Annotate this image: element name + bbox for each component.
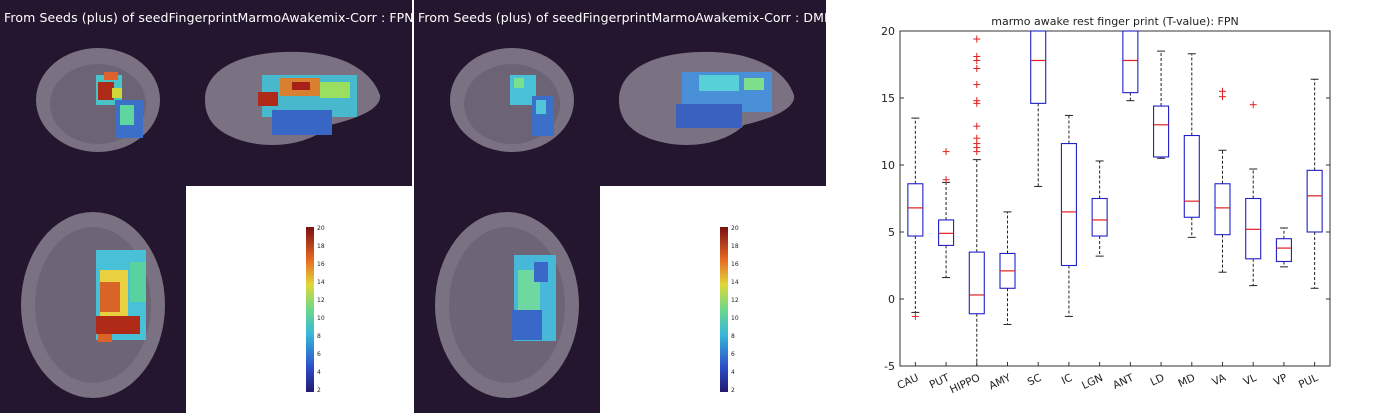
x-tick-label: AMY — [987, 372, 1013, 393]
colorbar-fpn: 20 18 16 14 12 10 8 6 4 2 — [306, 225, 325, 394]
x-tick-label: PUT — [928, 372, 952, 392]
colorbar-tick: 8 — [317, 333, 321, 340]
activation-cluster-coronal — [96, 72, 143, 138]
colorbar-tick: 16 — [731, 261, 739, 268]
brain-slices-dmn — [435, 48, 795, 398]
colorbar-tick: 4 — [731, 369, 735, 376]
box — [1245, 197, 1262, 260]
colorbar-tick: 20 — [317, 225, 325, 232]
panel-title-dmn: From Seeds (plus) of seedFingerprintMarm… — [418, 10, 834, 25]
box — [938, 219, 955, 246]
colorbar-tick: 18 — [317, 243, 325, 250]
colorbar-tick: 6 — [317, 351, 321, 358]
x-tick-label: IC — [1060, 372, 1075, 387]
colorbar-gradient — [720, 227, 728, 392]
x-tick-label: PUL — [1297, 372, 1320, 391]
colorbar-tick: 12 — [731, 297, 739, 304]
activation-cluster-axial — [96, 250, 146, 342]
brain-map-panel-dmn: From Seeds (plus) of seedFingerprintMarm… — [414, 0, 833, 413]
box — [1030, 30, 1047, 104]
y-tick-label: 5 — [888, 226, 895, 239]
x-tick-label: HIPPO — [948, 372, 982, 396]
colorbar-tick: 16 — [317, 261, 325, 268]
colorbar-tick: 18 — [731, 243, 739, 250]
box — [1214, 183, 1231, 236]
y-tick-label: 15 — [881, 92, 895, 105]
x-tick-label: VL — [1242, 372, 1259, 388]
x-tick-label: VP — [1272, 372, 1289, 389]
box — [1275, 238, 1292, 263]
colorbar-ticks: 20 18 16 14 12 10 8 6 4 2 — [317, 225, 325, 394]
activation-cluster-sagittal — [676, 72, 772, 128]
plot-frame — [899, 30, 1331, 367]
x-tick-label: LGN — [1080, 372, 1105, 392]
colorbar-tick: 14 — [317, 279, 325, 286]
box — [907, 183, 924, 237]
x-tick-label: SC — [1026, 372, 1044, 389]
box — [1060, 143, 1077, 267]
activation-cluster-coronal — [510, 75, 554, 136]
colorbar-dmn: 20 18 16 14 12 10 8 6 4 2 — [720, 225, 739, 394]
x-tick-label: CAU — [895, 372, 920, 392]
colorbar-tick: 8 — [731, 333, 735, 340]
y-tick-label: -5 — [884, 360, 895, 373]
colorbar-tick: 2 — [731, 387, 735, 394]
colorbar-ticks: 20 18 16 14 12 10 8 6 4 2 — [731, 225, 739, 394]
x-tick-label: ANT — [1111, 372, 1136, 392]
colorbar-tick: 6 — [731, 351, 735, 358]
box — [1183, 134, 1200, 218]
activation-cluster-axial — [512, 255, 556, 341]
box — [1153, 105, 1170, 158]
box — [1122, 30, 1139, 94]
panel-title-fpn: From Seeds (plus) of seedFingerprintMarm… — [4, 10, 414, 25]
y-tick-label: 0 — [888, 293, 895, 306]
colorbar-tick: 10 — [317, 315, 325, 322]
colorbar-tick: 2 — [317, 387, 321, 394]
colorbar-tick: 12 — [317, 297, 325, 304]
colorbar-gradient — [306, 227, 314, 392]
box — [1091, 197, 1108, 237]
boxplot-chart: marmo awake rest finger print (T-value):… — [855, 0, 1375, 413]
brain-map-panel-fpn: From Seeds (plus) of seedFingerprintMarm… — [0, 0, 414, 413]
brain-slices-fpn — [21, 48, 381, 398]
colorbar-tick: 4 — [317, 369, 321, 376]
y-tick-label: 20 — [881, 25, 895, 38]
colorbar-tick: 14 — [731, 279, 739, 286]
box — [968, 251, 985, 315]
x-tick-label: VA — [1210, 372, 1228, 389]
colorbar-tick: 20 — [731, 225, 739, 232]
x-tick-label: LD — [1149, 372, 1167, 389]
y-tick-label: 10 — [881, 159, 895, 172]
chart-title: marmo awake rest finger print (T-value):… — [991, 15, 1239, 28]
box — [1306, 169, 1323, 233]
activation-cluster-sagittal — [258, 75, 357, 135]
x-tick-label: MD — [1176, 372, 1197, 390]
colorbar-tick: 10 — [731, 315, 739, 322]
